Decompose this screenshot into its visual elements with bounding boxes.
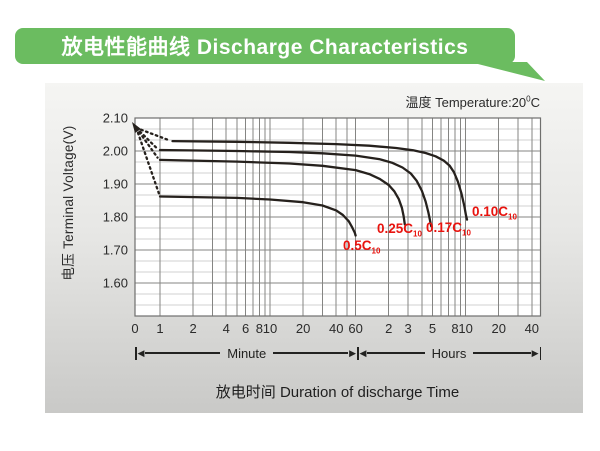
y-tick-label: 1.70 (103, 243, 128, 258)
x-tick-label: 40 (329, 321, 343, 336)
x-tick-label: 10 (458, 321, 472, 336)
temperature-degree: 0 (526, 94, 531, 104)
x-tick-label: 3 (404, 321, 411, 336)
x-tick-label: 20 (491, 321, 505, 336)
hours-span-label: Hours (431, 345, 467, 361)
span-line (145, 352, 221, 354)
temperature-label: 温度 Temperature:200C (0, 92, 540, 111)
series-label-0.17C10: 0.17C10 (426, 220, 471, 238)
span-end-bar (357, 346, 359, 360)
series-label-0.10C10: 0.10C10 (472, 204, 517, 222)
curve-dotted-0.10C10 (135, 126, 170, 142)
arrow-right-icon: ▶ (531, 348, 539, 358)
x-tick-label: 5 (429, 321, 436, 336)
x-tick-label: 8 (256, 321, 263, 336)
span-line (367, 352, 425, 354)
y-tick-label: 2.00 (103, 144, 128, 159)
span-end-bar (135, 346, 137, 360)
minute-axis-span: ◀ Minute ▶ (135, 345, 357, 361)
curve-0.10C10 (171, 139, 469, 221)
x-tick-label: 2 (385, 321, 392, 336)
series-label-0.5C10: 0.5C10 (343, 238, 381, 256)
x-tick-label: 20 (296, 321, 310, 336)
span-line (473, 352, 531, 354)
y-tick-label: 2.10 (103, 111, 128, 126)
curve-origin-marker (132, 122, 141, 133)
page-title: 放电性能曲线 Discharge Characteristics (61, 36, 469, 59)
span-end-bar (539, 346, 541, 360)
x-tick-label: 1 (156, 321, 163, 336)
header-banner: 放电性能曲线 Discharge Characteristics (15, 28, 515, 64)
arrow-left-icon: ◀ (359, 348, 367, 358)
curve-0.17C10 (158, 148, 433, 228)
x-tick-label: 10 (263, 321, 277, 336)
temperature-text: Temperature:20 (435, 95, 527, 110)
arrow-right-icon: ▶ (349, 348, 356, 358)
x-tick-label: 2 (189, 321, 196, 336)
x-tick-label: 40 (525, 321, 539, 336)
minute-span-label: Minute (227, 345, 267, 361)
curve-dotted-0.5C10 (135, 126, 160, 195)
x-axis-title: 放电时间 Duration of discharge Time (215, 384, 460, 401)
x-tick-label: 0 (131, 321, 138, 336)
span-line (273, 352, 349, 354)
arrow-left-icon: ◀ (137, 348, 145, 358)
curve-0.25C10 (158, 158, 406, 226)
x-tick-label: 4 (223, 321, 230, 336)
curve-dotted-0.17C10 (135, 126, 158, 149)
y-tick-label: 1.80 (103, 210, 128, 225)
temperature-unit: C (530, 95, 540, 110)
y-tick-label: 1.60 (103, 276, 128, 291)
hours-axis-span: ◀ Hours ▶ (357, 345, 541, 361)
x-tick-label: 60 (348, 321, 362, 336)
curve-0.5C10 (158, 195, 357, 237)
series-label-0.25C10: 0.25C10 (377, 221, 422, 239)
temperature-prefix: 温度 (405, 95, 436, 110)
plot-border (134, 117, 542, 317)
x-tick-label: 6 (242, 321, 249, 336)
x-tick-label: 8 (451, 321, 458, 336)
y-tick-label: 1.90 (103, 177, 128, 192)
